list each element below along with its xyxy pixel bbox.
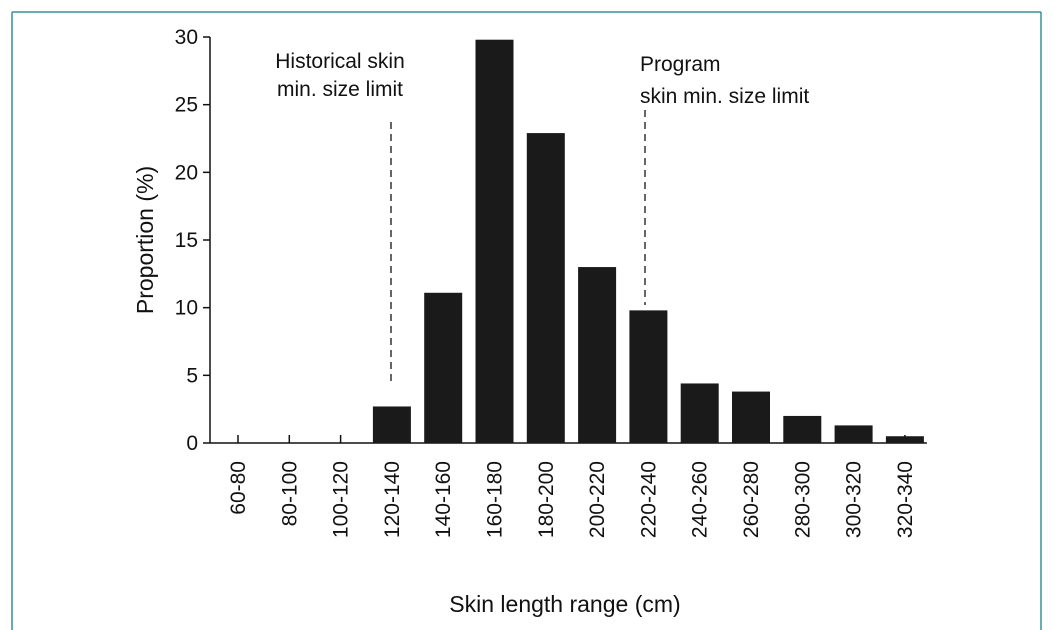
annotation: Historical skin [275, 50, 405, 73]
x-tick-label: 240-260 [689, 461, 712, 538]
x-tick-label: 60-80 [227, 461, 250, 515]
y-tick-label: 15 [175, 229, 198, 252]
y-tick-label: 25 [175, 94, 198, 117]
bar [526, 133, 565, 443]
bar [834, 425, 873, 443]
bar [885, 436, 924, 443]
x-tick-label: 180-200 [535, 461, 558, 538]
x-tick-label: 200-220 [586, 461, 609, 538]
y-tick-label: 10 [175, 297, 198, 320]
x-tick-label: 260-280 [740, 461, 763, 538]
annotation: Program [640, 53, 721, 76]
bar [424, 292, 463, 443]
x-tick-label: 100-120 [330, 461, 353, 538]
annotation: skin min. size limit [640, 85, 809, 108]
x-axis-label: Skin length range (cm) [449, 591, 680, 617]
x-tick-label: 140-160 [432, 461, 455, 538]
x-tick-label: 320-340 [894, 461, 917, 538]
bar [578, 267, 617, 443]
x-tick-label: 80-100 [278, 461, 301, 526]
bar [783, 415, 822, 443]
y-tick-label: 5 [186, 364, 198, 387]
bar [732, 391, 770, 443]
y-tick-label: 30 [175, 26, 198, 49]
annotation: min. size limit [277, 78, 403, 101]
bar [629, 310, 668, 443]
x-tick-label: 280-300 [791, 461, 814, 538]
bar [372, 406, 411, 443]
y-axis-label: Proportion (%) [132, 166, 158, 314]
bar [475, 39, 514, 443]
x-tick-label: 120-140 [381, 461, 404, 538]
bar [680, 383, 719, 443]
x-tick-label: 300-320 [843, 461, 866, 538]
x-tick-label: 160-180 [484, 461, 507, 538]
y-tick-label: 20 [175, 161, 198, 184]
x-tick-label: 220-240 [637, 461, 660, 538]
y-tick-label: 0 [186, 432, 198, 455]
